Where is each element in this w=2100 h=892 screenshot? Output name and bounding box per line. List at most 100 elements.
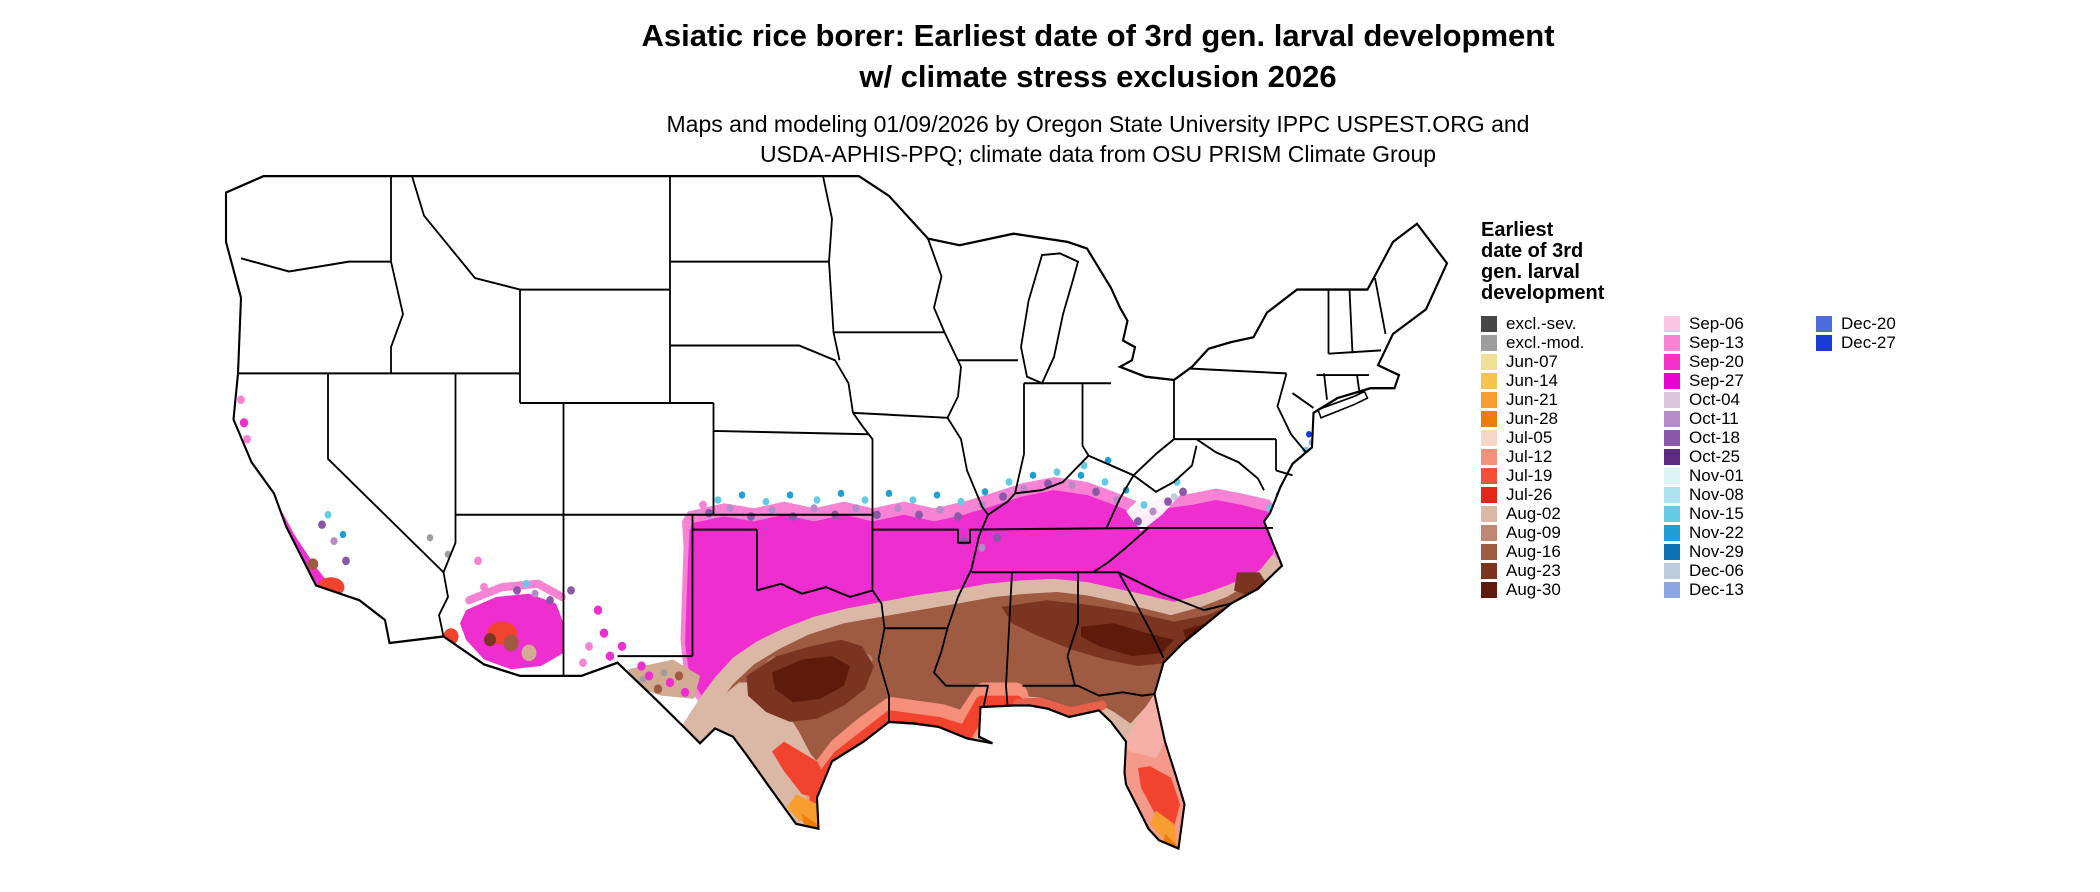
legend-label: Jul-05 — [1506, 427, 1553, 447]
legend-item: Nov-01 — [1664, 466, 1816, 485]
legend-label: Jun-21 — [1506, 389, 1558, 409]
legend-label: excl.-mod. — [1506, 332, 1585, 352]
legend: Earliest date of 3rd gen. larval develop… — [1481, 220, 1896, 599]
legend-swatch — [1664, 562, 1680, 579]
legend-item: Jun-21 — [1481, 390, 1664, 409]
legend-item: Dec-27 — [1816, 333, 1896, 352]
lake-michigan — [1020, 252, 1080, 385]
us-map — [224, 175, 1449, 850]
raster-stx-orange — [787, 794, 819, 824]
legend-item: Nov-22 — [1664, 523, 1816, 542]
legend-label: Aug-09 — [1506, 522, 1561, 542]
legend-item: Sep-13 — [1664, 333, 1816, 352]
long-island — [1317, 390, 1369, 419]
raster-panhandle-coast — [1013, 697, 1107, 718]
legend-label: Dec-20 — [1841, 313, 1896, 333]
legend-swatch — [1664, 429, 1680, 446]
speckles-nov-cyan — [324, 446, 1310, 588]
legend-swatch — [1664, 391, 1680, 408]
legend-item: Nov-15 — [1664, 504, 1816, 523]
speckles-sep-pink — [237, 395, 707, 668]
legend-item: Aug-23 — [1481, 561, 1664, 580]
legend-swatch — [1481, 543, 1497, 560]
legend-column-2: Sep-06 Sep-13 Sep-20 Sep-27 Oct-04 Oct-11 Oct-… — [1664, 314, 1816, 599]
legend-label: Nov-08 — [1689, 484, 1744, 504]
speckles-dec-blue — [1306, 430, 1312, 438]
legend-label: excl.-sev. — [1506, 313, 1577, 333]
page-title: Asiatic rice borer: Earliest date of 3rd… — [48, 16, 2100, 98]
legend-item: Aug-02 — [1481, 504, 1664, 523]
raster-sep-magenta-band — [685, 490, 1279, 696]
legend-label: Jul-19 — [1506, 465, 1553, 485]
legend-swatch — [1816, 315, 1832, 332]
legend-swatch — [1664, 543, 1680, 560]
legend-label: Jun-28 — [1506, 408, 1558, 428]
legend-item: Oct-18 — [1664, 428, 1816, 447]
legend-item: Jul-19 — [1481, 466, 1664, 485]
legend-label: Aug-02 — [1506, 503, 1561, 523]
legend-label: Oct-18 — [1689, 427, 1741, 447]
legend-item: Aug-30 — [1481, 580, 1664, 599]
legend-swatch — [1481, 429, 1497, 446]
legend-label: Sep-13 — [1689, 332, 1744, 352]
legend-swatch — [1481, 467, 1497, 484]
legend-item: Jul-12 — [1481, 447, 1664, 466]
legend-item: Sep-06 — [1664, 314, 1816, 333]
legend-item: Jun-14 — [1481, 371, 1664, 390]
legend-item: excl.-mod. — [1481, 333, 1664, 352]
raster-stx-red — [772, 741, 826, 798]
legend-title-line4: development — [1481, 282, 1605, 304]
legend-title-line2: date of 3rd — [1481, 240, 1584, 262]
legend-title: Earliest date of 3rd gen. larval develop… — [1481, 220, 1896, 304]
us-map-container — [208, 163, 1474, 860]
speckles-oct-lilac — [330, 481, 1157, 598]
legend-item: Dec-06 — [1664, 561, 1816, 580]
legend-label: Nov-29 — [1689, 541, 1744, 561]
header: Asiatic rice borer: Earliest date of 3rd… — [48, 16, 2100, 170]
legend-label: Nov-22 — [1689, 522, 1744, 542]
legend-label: Sep-27 — [1689, 370, 1744, 390]
legend-swatch — [1481, 372, 1497, 389]
legend-swatch — [1481, 353, 1497, 370]
raster-stx-deep-orange — [802, 813, 819, 829]
legend-label: Jul-12 — [1506, 446, 1553, 466]
legend-swatch — [1664, 467, 1680, 484]
page-subtitle-line1: Maps and modeling 01/09/2026 by Oregon S… — [666, 110, 1530, 137]
legend-swatch — [1481, 334, 1497, 351]
state-borders — [238, 175, 1387, 722]
legend-swatch — [1664, 581, 1680, 598]
legend-label: Jun-07 — [1506, 351, 1558, 371]
legend-label: Aug-23 — [1506, 560, 1561, 580]
legend-item: Oct-25 — [1664, 447, 1816, 466]
speckles-sep-magenta — [239, 418, 690, 697]
legend-item: Dec-13 — [1664, 580, 1816, 599]
legend-title-line3: gen. larval — [1481, 261, 1580, 283]
legend-title-line1: Earliest — [1481, 219, 1554, 241]
legend-swatch — [1664, 334, 1680, 351]
legend-swatch — [1664, 505, 1680, 522]
legend-swatch — [1481, 410, 1497, 427]
legend-swatch — [1481, 562, 1497, 579]
legend-swatch — [1664, 486, 1680, 503]
legend-label: Dec-27 — [1841, 332, 1896, 352]
legend-label: Nov-15 — [1689, 503, 1744, 523]
legend-item: Sep-27 — [1664, 371, 1816, 390]
page-title-line1: Asiatic rice borer: Earliest date of 3rd… — [641, 18, 1555, 53]
legend-item: Aug-09 — [1481, 523, 1664, 542]
legend-item: Oct-11 — [1664, 409, 1816, 428]
legend-label: Oct-25 — [1689, 446, 1741, 466]
legend-swatch — [1481, 315, 1497, 332]
legend-item: Nov-08 — [1664, 485, 1816, 504]
speckles-nov-azure — [339, 456, 1301, 539]
legend-swatch — [1664, 448, 1680, 465]
legend-item: Aug-16 — [1481, 542, 1664, 561]
legend-swatch — [1664, 315, 1680, 332]
speckles-exclusion-gray — [426, 534, 668, 683]
legend-swatch — [1481, 486, 1497, 503]
legend-swatch — [1664, 410, 1680, 427]
legend-label: Dec-13 — [1689, 579, 1744, 599]
legend-column-3: Dec-20 Dec-27 — [1816, 314, 1896, 352]
legend-swatch — [1481, 391, 1497, 408]
legend-item: Dec-20 — [1816, 314, 1896, 333]
